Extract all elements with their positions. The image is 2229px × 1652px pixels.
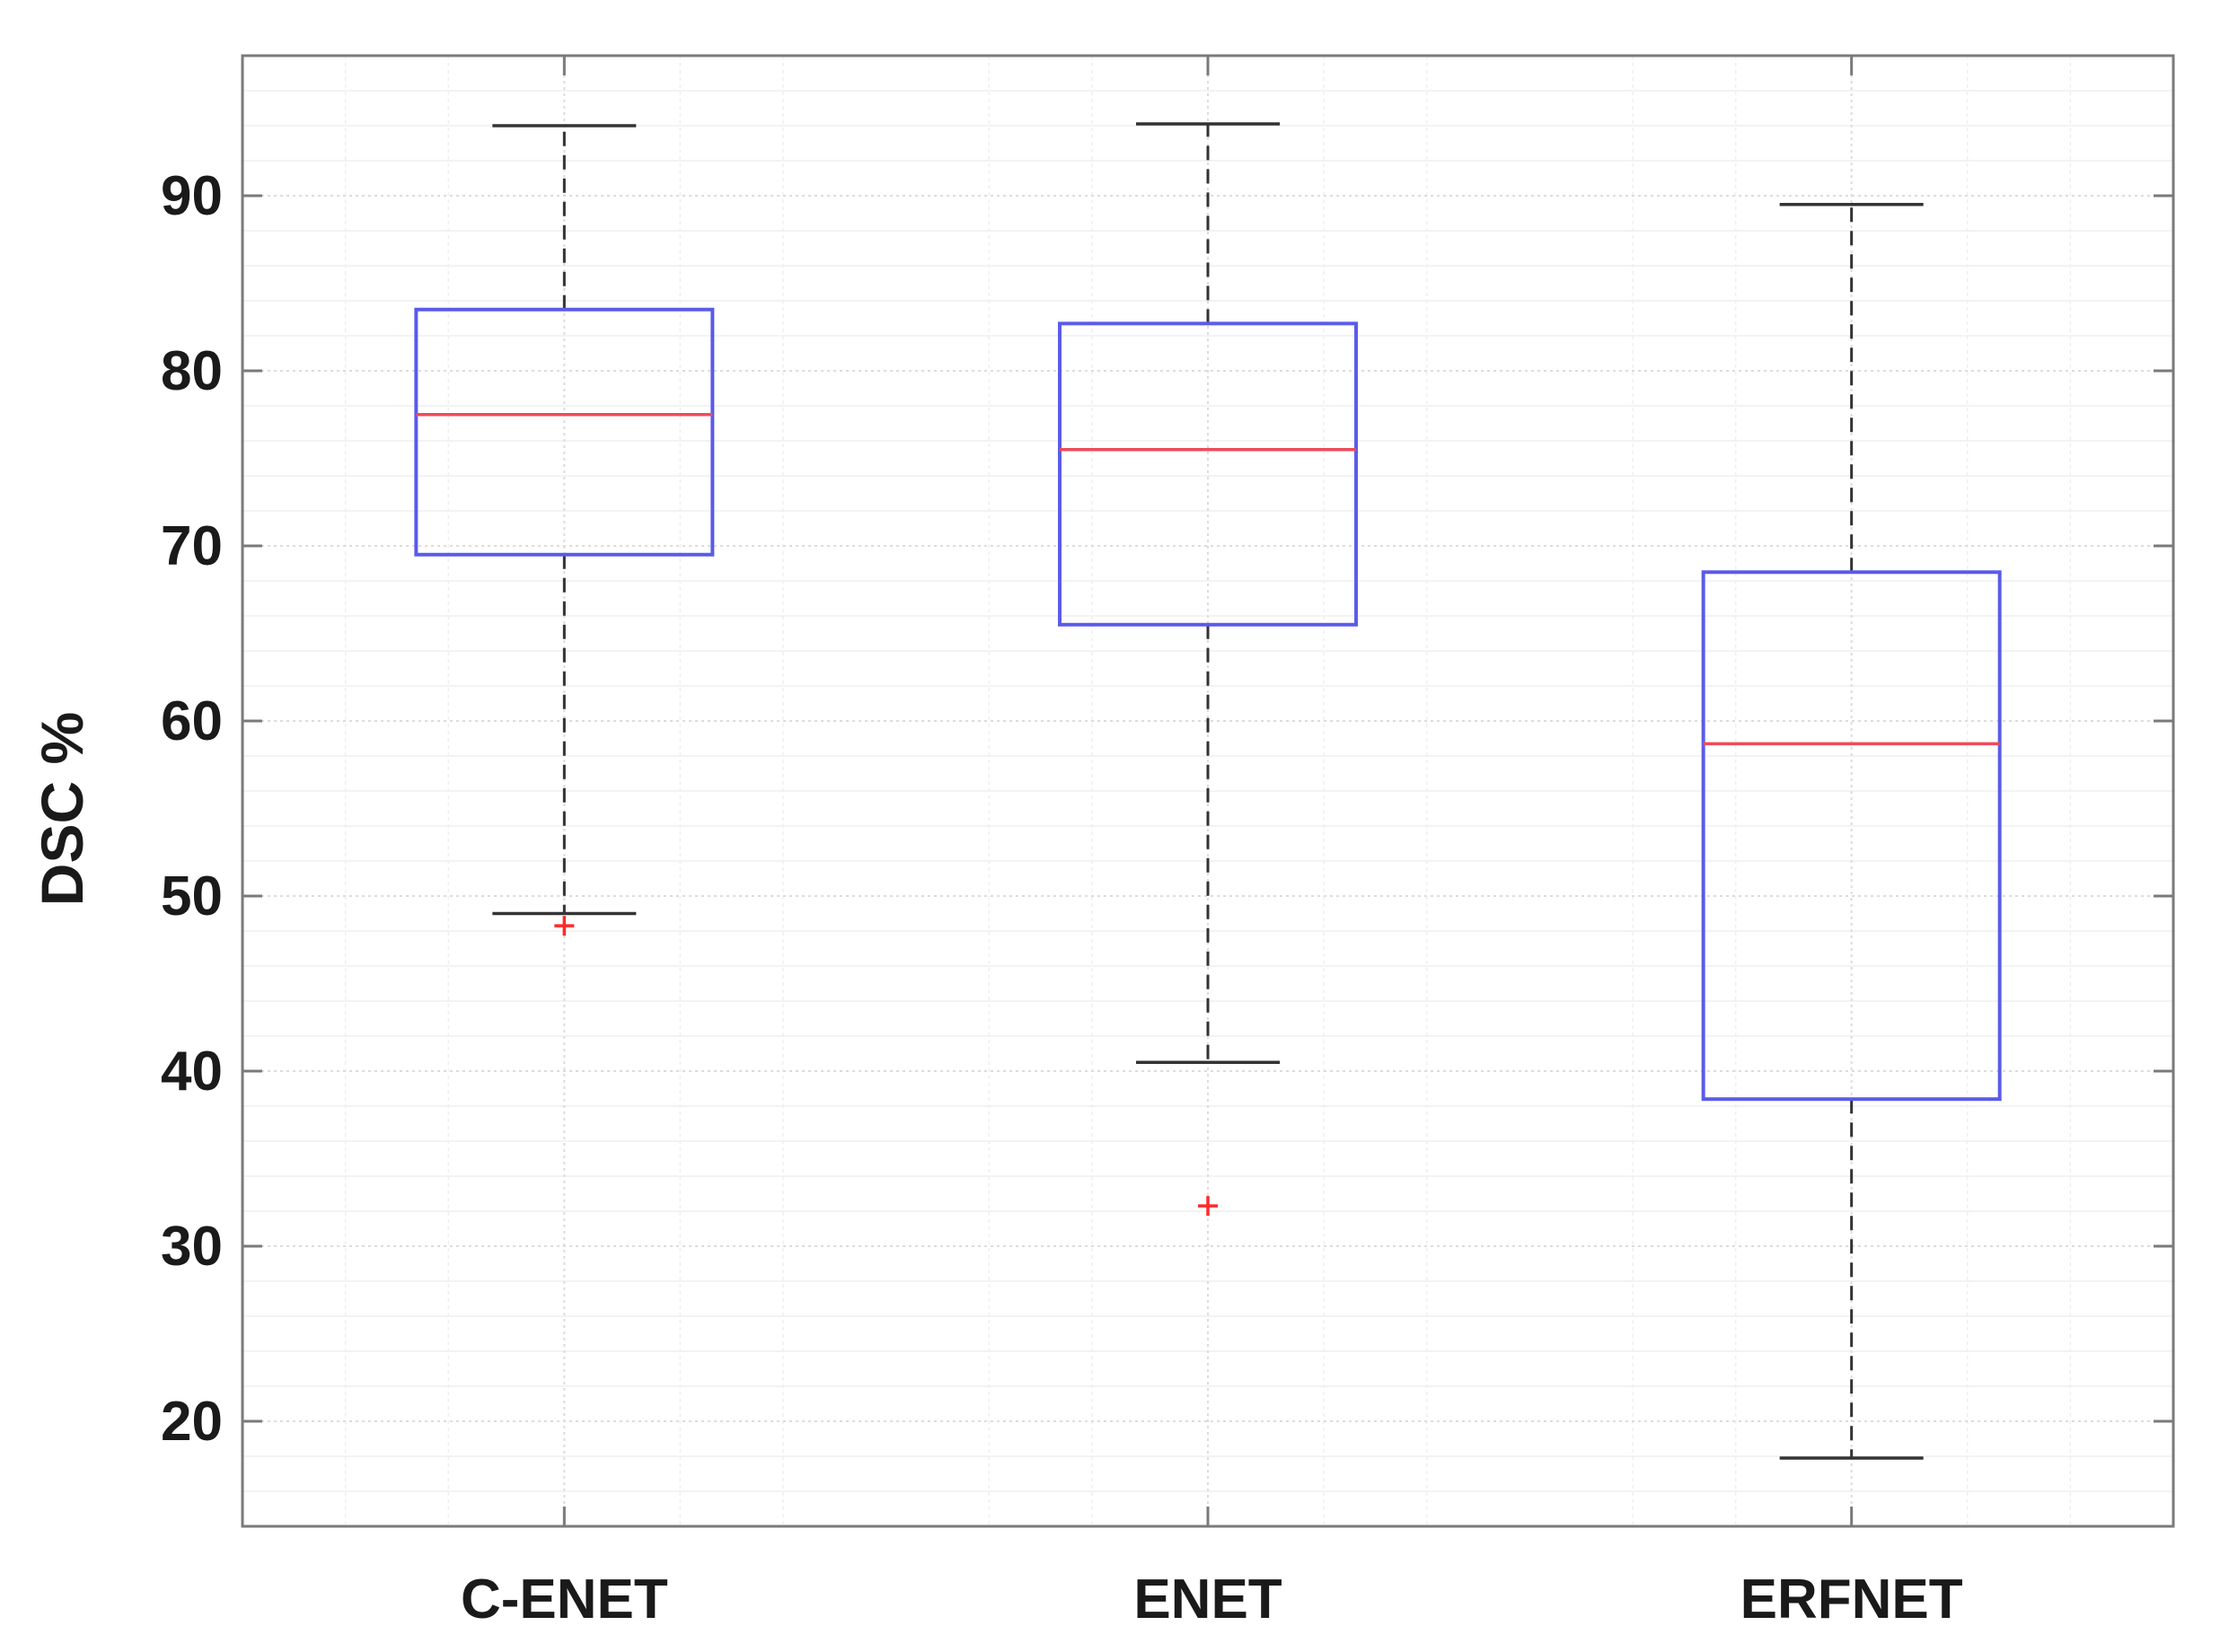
y-tick-label: 90 — [161, 165, 223, 227]
box-c-enet — [414, 124, 715, 936]
y-tick-label: 20 — [161, 1391, 223, 1453]
y-tick-label: 30 — [161, 1216, 223, 1278]
y-tick-label: 80 — [161, 340, 223, 402]
x-tick-label: ENET — [1133, 1569, 1282, 1630]
outlier-marker — [1198, 1196, 1218, 1217]
outlier-marker — [554, 916, 575, 936]
iqr-box — [1701, 570, 2002, 1102]
y-tick-label: 40 — [161, 1041, 223, 1103]
iqr-box — [1058, 321, 1358, 627]
boxes-layer — [414, 122, 2002, 1460]
y-axis-ticks: 20 30 40 50 60 70 80 90 — [161, 165, 2173, 1453]
y-tick-label: 70 — [161, 515, 223, 577]
x-tick-label: C-ENET — [461, 1569, 668, 1630]
y-tick-label: 50 — [161, 866, 223, 927]
x-tick-label: ERFNET — [1740, 1569, 1963, 1630]
iqr-box — [414, 307, 715, 557]
y-tick-label: 60 — [161, 690, 223, 752]
y-axis-label: DSC % — [29, 712, 95, 906]
x-axis-ticks: C-ENET ENET ERFNET — [461, 56, 1963, 1630]
box-erfnet — [1701, 203, 2002, 1460]
box-enet — [1058, 122, 1358, 1217]
